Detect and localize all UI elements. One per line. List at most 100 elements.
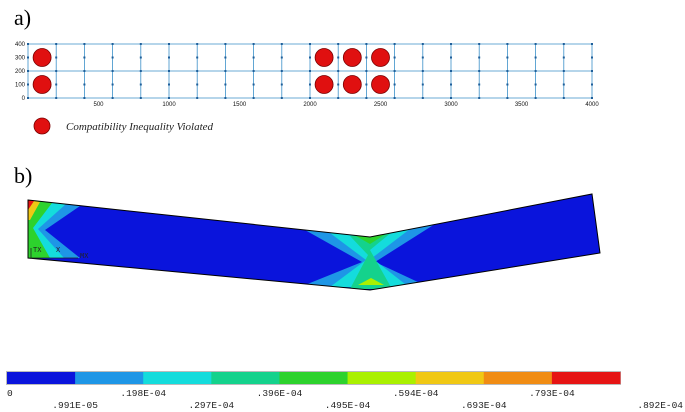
scale-label-bottom: .991E-05 <box>52 400 98 411</box>
grid-node <box>506 97 509 99</box>
grid-node <box>365 56 368 59</box>
grid-node <box>562 43 565 45</box>
grid-node <box>506 43 509 45</box>
panel-b-label: b) <box>14 163 32 188</box>
center-band-3 <box>350 232 392 289</box>
grid-node <box>252 56 255 59</box>
grid-node <box>252 70 255 72</box>
grid-node <box>365 97 368 99</box>
grid-node <box>534 97 537 99</box>
grid-node <box>534 56 537 59</box>
color-scale-segment <box>415 372 485 384</box>
grid-node <box>506 56 509 59</box>
grid-node <box>83 43 86 45</box>
y-tick-label: 200 <box>15 69 26 75</box>
grid-node <box>27 56 29 59</box>
grid-node <box>421 70 424 72</box>
grid-node <box>591 70 593 72</box>
grid-node <box>252 83 255 86</box>
grid-node <box>83 70 86 72</box>
grid-node <box>280 97 283 99</box>
color-scale-segment <box>211 372 280 384</box>
color-scale-labels: 0 .198E-04 .396E-04 .594E-04 .793E-04 .991E-0… <box>7 388 683 411</box>
grid-node <box>83 56 86 59</box>
node-label-x: X <box>56 247 61 255</box>
grid-node <box>168 70 170 72</box>
grid-node <box>421 43 424 45</box>
violated-marker <box>371 48 390 67</box>
scale-label-top: .594E-04 <box>393 388 439 399</box>
grid-node <box>591 97 593 99</box>
grid-node <box>421 97 424 99</box>
grid-node <box>393 70 396 72</box>
grid-node <box>83 83 86 86</box>
grid-node <box>111 70 114 72</box>
grid-node <box>478 43 481 45</box>
grid-node <box>55 43 58 45</box>
scale-label-top: .198E-04 <box>120 388 166 399</box>
scale-label-bottom: .297E-04 <box>189 400 235 411</box>
grid-node <box>252 43 255 45</box>
grid-node <box>139 56 142 59</box>
scale-label-bottom: .693E-04 <box>461 400 507 411</box>
grid-node <box>309 97 311 99</box>
grid-node <box>421 56 424 59</box>
grid-node <box>111 97 114 99</box>
node-label-tx: TX <box>33 247 42 255</box>
grid-node <box>27 70 29 72</box>
grid-node <box>252 97 255 99</box>
grid-node <box>55 70 58 72</box>
grid-node <box>421 83 424 86</box>
x-tick-label: 1000 <box>162 102 176 108</box>
grid-node <box>309 56 311 59</box>
y-tick-label: 100 <box>15 83 26 89</box>
color-scale-segment <box>7 372 76 384</box>
grid-node <box>478 83 481 86</box>
x-tick-label: 500 <box>93 102 104 108</box>
grid-node <box>55 56 58 59</box>
left-band-5 <box>28 200 34 210</box>
panel-a-y-ticks: 400 300 200 100 0 <box>15 42 26 102</box>
x-tick-label: 4000 <box>585 102 599 108</box>
grid-node <box>196 43 199 45</box>
grid-node <box>337 70 340 72</box>
y-tick-label: 400 <box>15 42 26 48</box>
grid-node <box>196 56 199 59</box>
grid-node <box>534 70 537 72</box>
scale-label-top: .396E-04 <box>257 388 303 399</box>
grid-node <box>196 97 199 99</box>
grid-node <box>478 97 481 99</box>
grid-node <box>139 97 142 99</box>
scale-label-bottom: .495E-04 <box>325 400 371 411</box>
panel-a-label: a) <box>14 5 31 30</box>
grid-node <box>55 83 58 86</box>
grid-node <box>224 70 227 72</box>
grid-node <box>591 56 593 59</box>
grid-node <box>309 83 311 86</box>
grid-node <box>393 56 396 59</box>
grid-node <box>309 70 311 72</box>
legend-violated-marker <box>33 117 51 135</box>
legend-text: Compatibility Inequality Violated <box>66 121 214 133</box>
grid-node <box>506 83 509 86</box>
grid-node <box>280 70 283 72</box>
x-tick-label: 1500 <box>233 102 247 108</box>
center-band-5 <box>358 278 384 285</box>
color-scale-segment <box>143 372 212 384</box>
x-tick-label: 2500 <box>374 102 388 108</box>
grid-node <box>534 43 537 45</box>
node-label-mx: MX <box>80 253 89 261</box>
grid-node <box>309 43 311 45</box>
grid-node <box>365 83 368 86</box>
x-tick-label: 2000 <box>303 102 317 108</box>
grid-node <box>139 43 142 45</box>
grid-node <box>562 70 565 72</box>
violated-marker <box>371 75 390 94</box>
grid-node <box>562 56 565 59</box>
violated-marker <box>342 75 362 94</box>
color-scale <box>6 371 621 385</box>
grid-node <box>27 43 29 45</box>
grid-node <box>224 97 227 99</box>
color-scale-segment <box>483 372 553 384</box>
grid-node <box>562 97 565 99</box>
